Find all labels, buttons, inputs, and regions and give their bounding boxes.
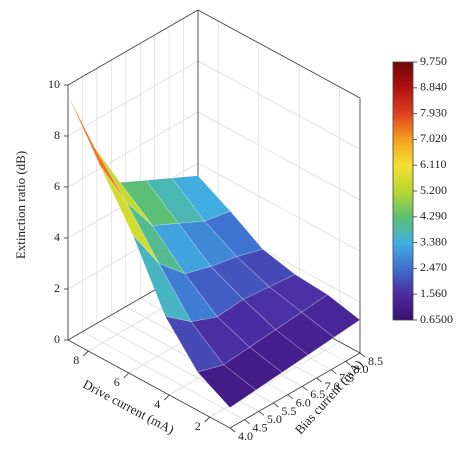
surface-patch [171,175,231,222]
colorbar-tick-label: 4.290 [420,209,447,223]
surface-patch [223,346,283,391]
grid-line [67,111,199,188]
tick-mark [123,372,130,379]
y-tick-label: 7.0 [325,379,340,393]
tick-mark [244,419,250,425]
colorbar [392,61,414,321]
z-tick-label: 8 [54,128,60,142]
tick-mark [287,394,294,400]
colorbar-tick-label: 7.930 [420,105,447,119]
tick-mark [316,377,322,383]
colorbar-tick-label: 5.200 [420,183,447,197]
grid-line [197,60,361,150]
y-tick-label: 4.0 [238,429,253,443]
tick-mark [82,350,89,357]
surface-patch [158,262,218,323]
tick-mark [258,410,265,416]
colorbar-tick-label: 9.750 [420,54,447,68]
colorbar-tick-label: 2.470 [420,260,447,274]
grid-line [82,331,245,421]
surface-patch [301,294,361,338]
y-tick-label: 5.0 [267,412,282,426]
colorbar-tick-label: 6.110 [420,157,447,171]
surface-patch [132,234,192,323]
colorbar-tick-label: 8.840 [420,80,447,94]
y-tick-label: 8.0 [354,362,369,376]
colorbar-tick-label: 0.6500 [420,312,453,326]
x-tick-label: 6 [114,375,120,389]
axis-box [229,352,361,429]
y-tick-label: 8.5 [368,354,383,368]
tick-mark [345,360,351,366]
z-axis-label: Extinction ratio (dB) [13,151,28,259]
z-tick-label: 0 [54,332,60,346]
z-tick-label: 2 [54,281,60,295]
z-tick-label: 4 [54,230,60,244]
axis-box [197,9,361,99]
colorbar-tick-label: 7.020 [420,131,447,145]
surface-patch [249,329,309,373]
tick-mark [204,416,211,423]
colorbar-tick-label: 3.380 [420,234,447,248]
tick-mark [359,352,366,358]
tick-mark [163,394,170,401]
axis-box [67,339,231,429]
grid-line [67,60,199,137]
x-tick-label: 8 [73,353,79,367]
x-tick-label: 2 [195,419,201,433]
axis-box [67,9,199,86]
z-tick-label: 6 [54,179,60,193]
y-tick-label: 4.5 [252,420,267,434]
colorbar-tick-label: 1.560 [420,286,447,300]
y-tick-label: 7.5 [339,370,354,384]
y-tick-label: 6.0 [296,395,311,409]
tick-mark [301,385,308,391]
z-tick-label: 10 [48,77,60,91]
grid-line [197,162,361,252]
y-tick-label: 6.5 [310,387,325,401]
y-tick-label: 5.5 [281,404,296,418]
tick-mark [330,369,337,375]
surface-patch [93,146,153,226]
tick-mark [229,427,236,433]
surface-patch [119,179,179,226]
tick-mark [273,402,279,408]
x-axis-label: Drive current (mA) [81,376,177,437]
grid-line [197,111,361,201]
surface-patch [145,177,205,224]
surface-patch [67,95,127,203]
surface-patch [275,311,335,356]
surface-patch [197,364,257,408]
x-tick-label: 4 [154,397,160,411]
